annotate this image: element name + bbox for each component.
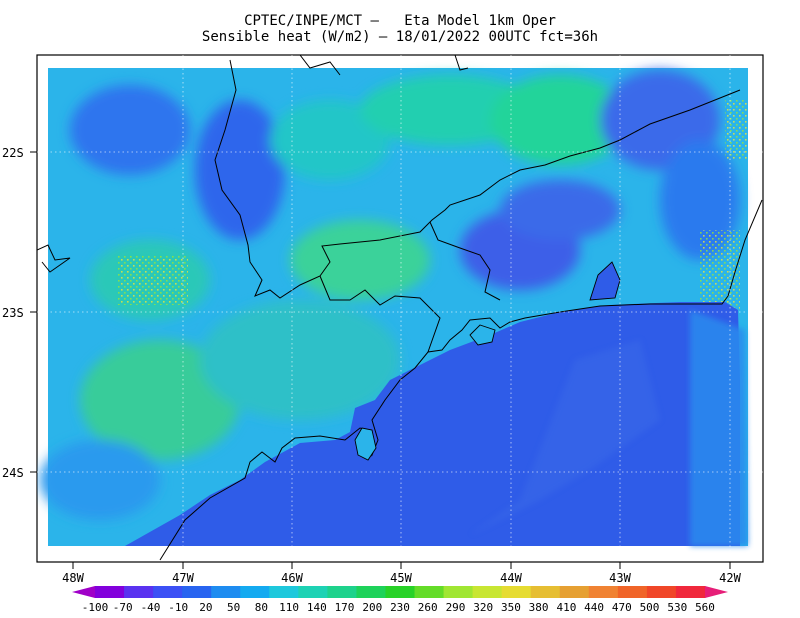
lon-label: 48W [62,571,84,585]
colorbar-label: 440 [584,601,604,614]
lat-label: 24S [2,466,24,480]
speckle-patch [118,255,188,305]
colorbar-swatch [327,586,358,598]
colorbar-label: 140 [307,601,327,614]
colorbar: -100 -70 -40 -10 20 50 80 110 140 170 200 230 260 290… [72,586,728,614]
colorbar-label: 470 [612,601,632,614]
colorbar-swatch [675,586,706,598]
colorbar-label: 170 [335,601,355,614]
colorbar-arrow-low [72,586,95,598]
lon-label: 42W [719,571,741,585]
colorbar-swatch [414,586,445,598]
colorbar-label: 110 [279,601,299,614]
sensible-heat-field [37,55,763,561]
colorbar-swatch [211,586,241,598]
speckle-patch [700,230,740,310]
colorbar-swatch [182,586,212,598]
colorbar-swatch [443,586,474,598]
colorbar-swatch [240,586,270,598]
colorbar-swatch [298,586,328,598]
chart-title-line-1: CPTEC/INPE/MCT – Eta Model 1km Oper [244,13,556,29]
colorbar-label: -40 [141,601,161,614]
colorbar-label: 80 [255,601,268,614]
state-border [299,55,469,76]
colorbar-swatch [356,586,387,598]
colorbar-swatch [472,586,503,598]
colorbar-swatch [385,586,416,598]
state-border [214,59,741,299]
colorbar-label: 230 [390,601,410,614]
graticule [37,55,763,562]
colorbar-label: 560 [695,601,715,614]
colorbar-swatch [124,586,154,598]
lat-label: 22S [2,146,24,160]
colorbar-label: -100 [82,601,109,614]
ocean-band [690,310,748,546]
lon-label: 47W [172,571,194,585]
colorbar-label: 20 [199,601,212,614]
speckle-patch [725,100,747,160]
colorbar-swatch [153,586,183,598]
colorbar-label: 350 [501,601,521,614]
lon-label: 44W [500,571,522,585]
colorbar-label: 530 [667,601,687,614]
colorbar-swatch [588,586,619,598]
state-border [319,275,441,353]
island [354,427,377,461]
colorbar-label: 260 [418,601,438,614]
colorbar-swatch [617,586,648,598]
lat-label: 23S [2,306,24,320]
chart-title-line-2: Sensible heat (W/m2) – 18/01/2022 00UTC … [201,29,599,45]
colorbar-swatch [501,586,532,598]
colorbar-swatch [559,586,590,598]
colorbar-label: -10 [168,601,188,614]
colorbar-label: -70 [113,601,133,614]
colorbar-label: 500 [640,601,660,614]
lon-label: 46W [281,571,303,585]
colorbar-label: 380 [529,601,549,614]
axis-ticks [30,151,731,569]
island [469,324,496,346]
coastline [159,199,763,561]
colorbar-label: 320 [473,601,493,614]
colorbar-label: 50 [227,601,240,614]
colorbar-arrow-high [705,586,728,598]
lon-label: 45W [390,571,412,585]
colorbar-label: 290 [446,601,466,614]
colorbar-swatch [646,586,677,598]
state-border [429,221,501,301]
colorbar-label: 410 [556,601,576,614]
colorbar-swatch [95,586,125,598]
colorbar-label: 200 [362,601,382,614]
bay [589,261,621,301]
state-border [37,244,71,273]
colorbar-swatch [269,586,299,598]
lon-label: 43W [609,571,631,585]
colorbar-swatch [530,586,561,598]
